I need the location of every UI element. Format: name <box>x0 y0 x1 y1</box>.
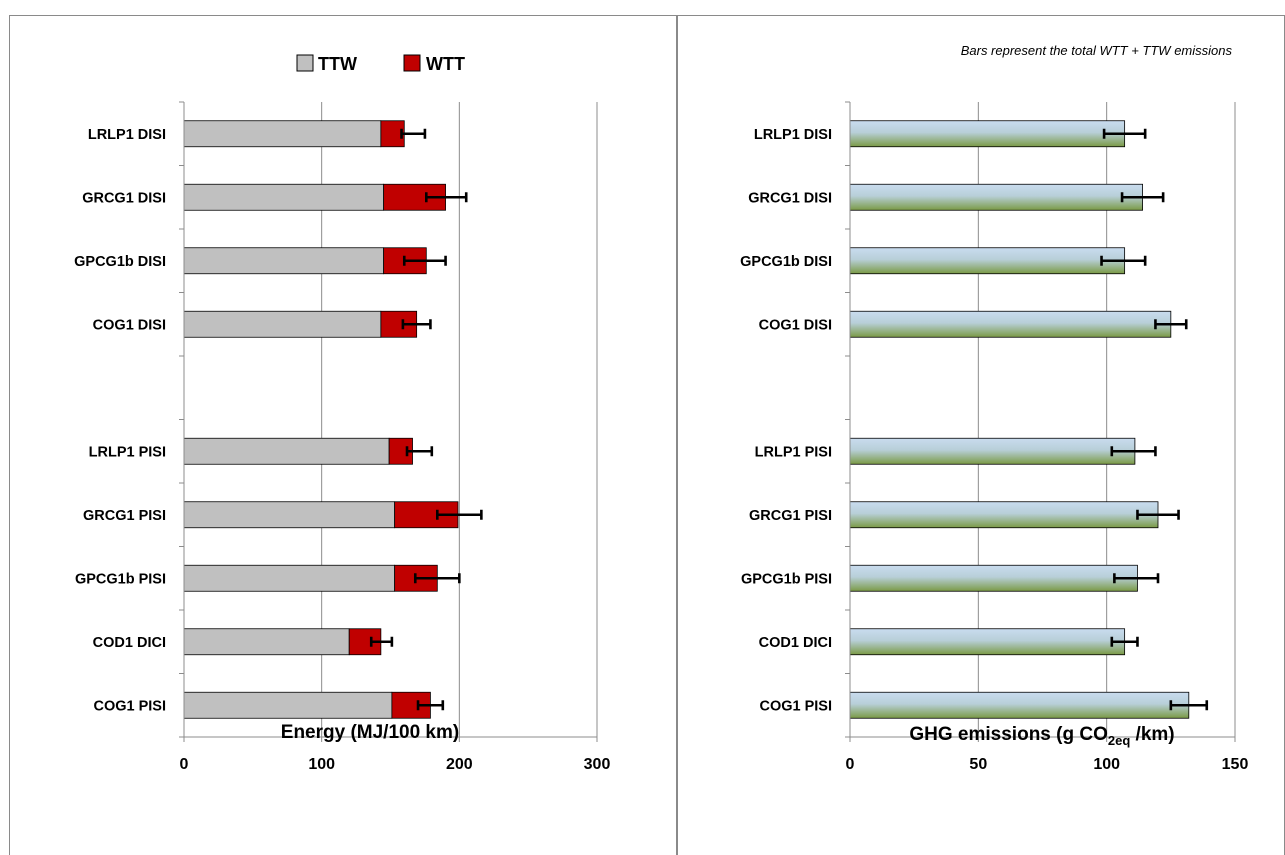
energy-legend: TTW WTT <box>296 54 465 74</box>
energy-x-axis-title: Energy (MJ/100 km) <box>281 722 459 743</box>
category-label: GPCG1b DISI <box>740 254 832 270</box>
bar-total <box>849 437 1136 465</box>
category-label: GRCG1 DISI <box>82 190 166 206</box>
bar-total <box>849 247 1126 275</box>
category-label: COG1 PISI <box>759 698 832 714</box>
category-label: LRLP1 PISI <box>755 444 832 460</box>
bar-ttw <box>183 564 396 592</box>
ghg-x-axis-title: GHG emissions (g CO2eq /km) <box>909 724 1174 748</box>
x-tick-label: 200 <box>446 756 473 773</box>
category-label: GPCG1b DISI <box>74 254 166 270</box>
category-label: COD1 DICI <box>93 635 166 651</box>
x-tick-label: 100 <box>1093 756 1120 773</box>
bar-ttw <box>183 691 393 719</box>
x-tick-label: 50 <box>969 756 987 773</box>
legend-label-ttw: TTW <box>318 54 357 74</box>
bar-ttw <box>183 183 385 211</box>
category-label: COD1 DICI <box>759 635 832 651</box>
bar-total <box>849 501 1159 529</box>
category-label: COG1 DISI <box>759 317 832 333</box>
x-tick-label: 0 <box>180 756 189 773</box>
category-label: GPCG1b PISI <box>75 571 166 587</box>
bar-total <box>849 564 1138 592</box>
bar-total <box>849 310 1172 338</box>
category-label: GRCG1 PISI <box>83 508 166 524</box>
category-label: LRLP1 PISI <box>89 444 166 460</box>
legend-label-wtt: WTT <box>426 54 465 74</box>
x-tick-label: 300 <box>584 756 611 773</box>
bar-ttw <box>183 628 350 656</box>
category-label: COG1 DISI <box>93 317 166 333</box>
category-label: GRCG1 DISI <box>748 190 832 206</box>
category-label: LRLP1 DISI <box>754 127 832 143</box>
category-label: GPCG1b PISI <box>741 571 832 587</box>
bar-ttw <box>183 501 396 529</box>
bar-ttw <box>183 437 390 465</box>
bar-total <box>849 691 1190 719</box>
bar-total <box>849 183 1144 211</box>
energy-chart-panel <box>9 15 677 855</box>
bar-ttw <box>183 120 382 148</box>
x-tick-label: 150 <box>1222 756 1249 773</box>
legend-swatch-wtt <box>403 54 421 72</box>
category-label: COG1 PISI <box>93 698 166 714</box>
ghg-annotation: Bars represent the total WTT + TTW emiss… <box>961 43 1233 58</box>
x-tick-label: 100 <box>308 756 335 773</box>
bar-ttw <box>183 310 382 338</box>
legend-swatch-ttw <box>296 54 314 72</box>
bar-total <box>849 120 1126 148</box>
bar-total <box>849 628 1126 656</box>
category-label: LRLP1 DISI <box>88 127 166 143</box>
x-tick-label: 0 <box>846 756 855 773</box>
category-label: GRCG1 PISI <box>749 508 832 524</box>
